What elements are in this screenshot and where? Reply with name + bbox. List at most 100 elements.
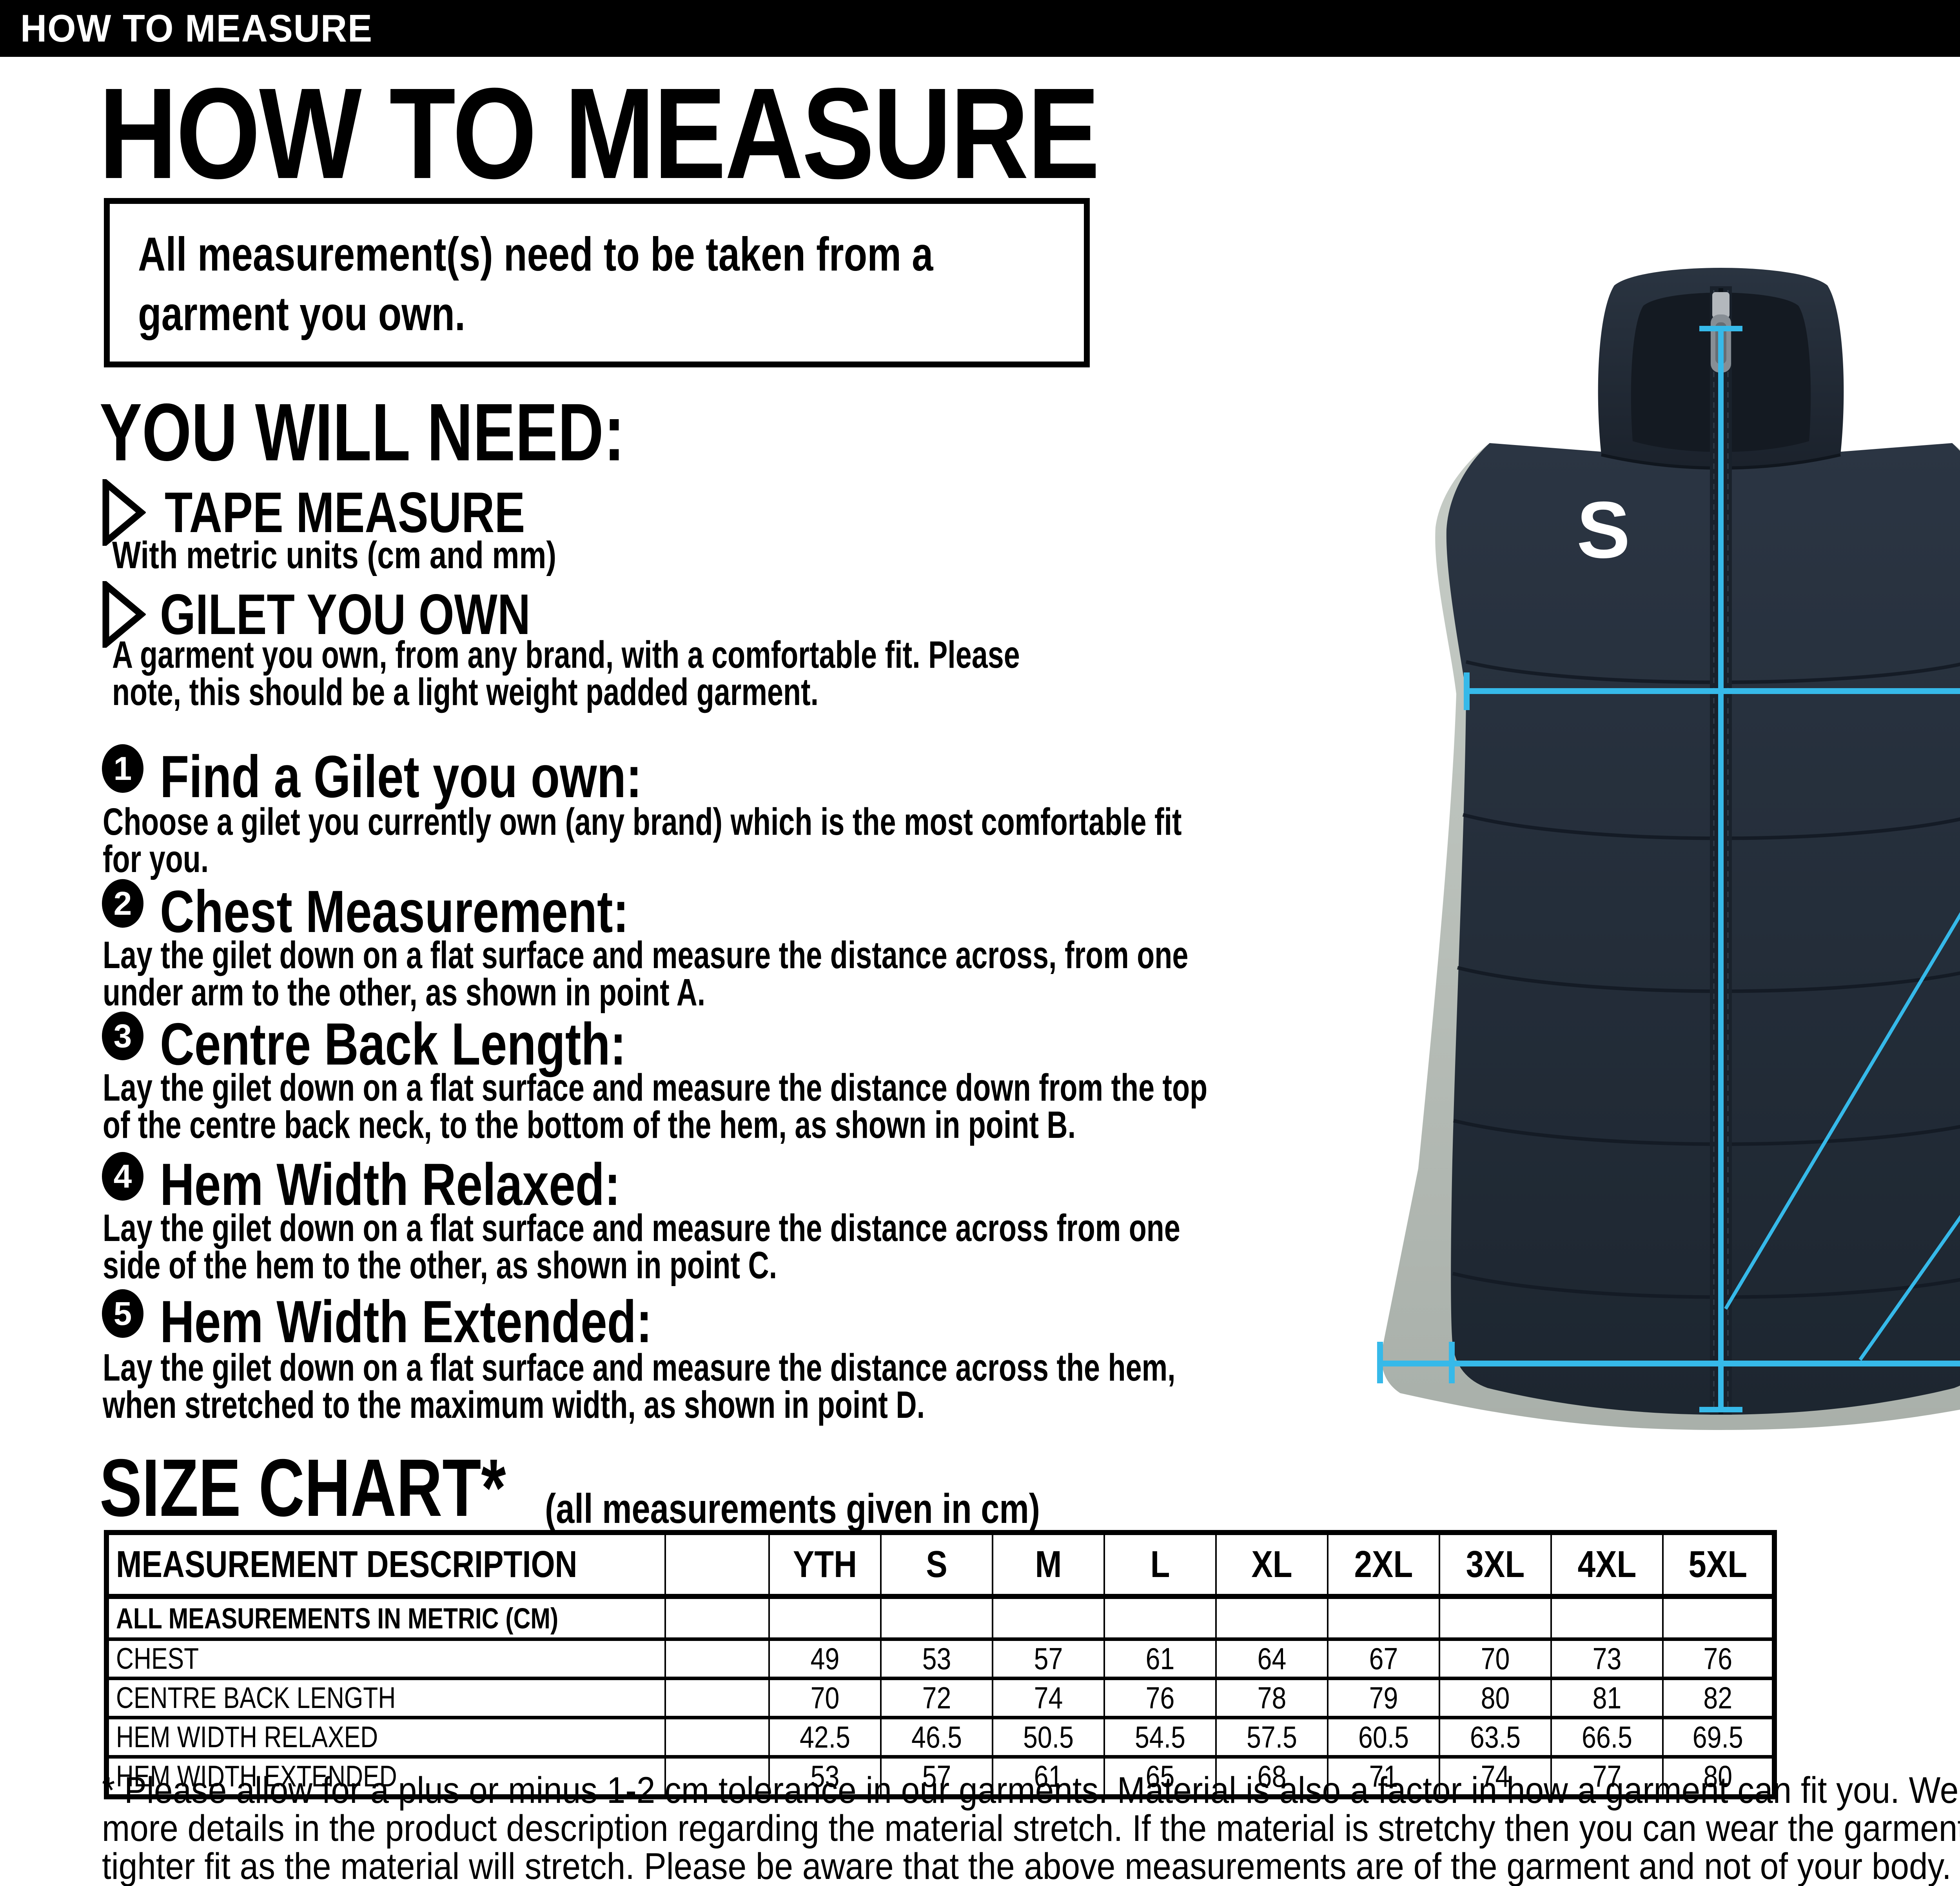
cell-value: 82: [1703, 1681, 1732, 1715]
step-2-line-2: under arm to the other, as shown in poin…: [103, 971, 706, 1014]
step-2-line-1: Lay the gilet down on a flat surface and…: [103, 934, 1189, 976]
cell-value: 67: [1369, 1641, 1398, 1676]
leader-lines: [1724, 912, 1960, 1361]
cell-value: 76: [1703, 1641, 1732, 1676]
column-header-spacer: [664, 1531, 770, 1599]
cell-value: 80: [1703, 1759, 1732, 1793]
cell-value: 60.5: [1358, 1720, 1409, 1754]
cell-value: 79: [1369, 1681, 1398, 1715]
cell-value: 61: [1145, 1641, 1174, 1676]
step-2-body: Lay the gilet down on a flat surface and…: [103, 936, 1188, 1011]
step-1-number: 1: [102, 744, 143, 793]
row-label: HEM WIDTH EXTENDED: [116, 1760, 397, 1793]
chest-line: [1466, 688, 1960, 694]
cell-value: 64: [1257, 1641, 1286, 1676]
cell-value: 57.5: [1246, 1720, 1297, 1754]
size-chart-subheading: (all measurements given in cm): [545, 1486, 1040, 1532]
row-label: CHEST: [116, 1642, 199, 1675]
centre-back-line: [1718, 329, 1724, 1412]
cell-value: 77: [1592, 1759, 1621, 1793]
cell-value: 46.5: [911, 1720, 962, 1754]
cell-value: 57: [922, 1759, 951, 1793]
cell-value: 54.5: [1134, 1720, 1185, 1754]
size-chart-heading: SIZE CHART*: [100, 1443, 506, 1534]
chest-tick-left: [1464, 672, 1470, 710]
hem-line: [1380, 1361, 1960, 1366]
cell-value: 57: [1034, 1641, 1063, 1676]
table-row-chest: CHEST 49 53 57 61 64 67 70 73 76: [105, 1637, 1775, 1680]
step-3-line-2: of the centre back neck, to the bottom o…: [103, 1103, 1076, 1146]
gilet-body: [1446, 443, 1960, 1415]
cell-value: 66.5: [1581, 1720, 1632, 1754]
step-4-body: Lay the gilet down on a flat surface and…: [103, 1209, 1180, 1284]
table-row-hem-width-extended: HEM WIDTH EXTENDED 53 57 61 65 68 71 74 …: [105, 1755, 1775, 1799]
page-title: HOW TO MEASURE: [99, 61, 1100, 205]
top-bar: HOW TO MEASURE S SURRIDGE: [0, 0, 1960, 57]
table-row-centre-back-length: CENTRE BACK LENGTH 70 72 74 76 78 79 80 …: [105, 1677, 1775, 1719]
footnote: * Please allow for a plus or minus 1-2 c…: [102, 1772, 1960, 1886]
cell-value: 70: [1481, 1641, 1510, 1676]
leader-c: [1858, 1215, 1960, 1361]
step-4-title: Hem Width Relaxed:: [160, 1151, 621, 1218]
cell-value: 74: [1481, 1759, 1510, 1793]
step-2-title: Chest Measurement:: [160, 878, 629, 945]
notice-line-2: garment you own.: [138, 287, 466, 340]
footnote-line-2: more details in the product description …: [102, 1808, 1960, 1849]
step-5-line-2: when stretched to the maximum width, as …: [103, 1383, 925, 1426]
cell-value: 61: [1034, 1759, 1063, 1793]
leader-b: [1724, 912, 1960, 1310]
step-1-title: Find a Gilet you own:: [160, 743, 642, 810]
cell-value: 81: [1592, 1681, 1621, 1715]
step-4-line-2: side of the hem to the other, as shown i…: [103, 1244, 777, 1286]
column-header-description: MEASUREMENT DESCRIPTION: [116, 1543, 577, 1585]
cell-value: 53: [922, 1641, 951, 1676]
cell-value: 50.5: [1023, 1720, 1074, 1754]
column-header-l: L: [1150, 1543, 1170, 1585]
cell-value: 42.5: [799, 1720, 850, 1754]
table-metric-row: ALL MEASUREMENTS IN METRIC (CM): [105, 1595, 1775, 1641]
step-3-title: Centre Back Length:: [160, 1011, 626, 1077]
need-item-gilet: GILET YOU OWN: [160, 582, 531, 646]
step-1-line-1: Choose a gilet you currently own (any br…: [103, 800, 1182, 843]
step-3-number: 3: [102, 1012, 143, 1060]
column-header-4xl: 4XL: [1577, 1543, 1636, 1585]
cell-value: 53: [810, 1759, 839, 1793]
gilet-note-line-2: note, this should be a light weight padd…: [112, 670, 819, 713]
notice-box: All measurement(s) need to be taken from…: [104, 198, 1090, 367]
triangle-bullet-icon: [102, 581, 146, 648]
cell-value: 49: [810, 1641, 839, 1676]
measurement-lines: [1377, 326, 1960, 1412]
centre-back-bottom-cap: [1699, 1407, 1742, 1412]
hem-tick-inner-left: [1449, 1342, 1455, 1383]
footnote-line-1: * Please allow for a plus or minus 1-2 c…: [102, 1770, 1960, 1811]
cell-value: 71: [1369, 1759, 1398, 1793]
gilet-note-line-1: A garment you own, from any brand, with …: [112, 633, 1020, 676]
step-5-line-1: Lay the gilet down on a flat surface and…: [103, 1346, 1176, 1389]
cell-value: 65: [1145, 1759, 1174, 1793]
row-label: HEM WIDTH RELAXED: [116, 1721, 378, 1754]
cell-value: 73: [1592, 1641, 1621, 1676]
column-header-yth: YTH: [793, 1543, 857, 1585]
table-header-row: MEASUREMENT DESCRIPTION YTH S M L XL 2XL…: [105, 1531, 1775, 1599]
column-header-3xl: 3XL: [1466, 1543, 1524, 1585]
need-item-tape-measure: TAPE MEASURE: [165, 480, 525, 544]
cell-value: 68: [1257, 1759, 1286, 1793]
gilet-note: A garment you own, from any brand, with …: [112, 633, 1020, 713]
triangle-bullet-icon: [102, 479, 146, 546]
step-3-line-1: Lay the gilet down on a flat surface and…: [103, 1066, 1208, 1109]
column-header-2xl: 2XL: [1354, 1543, 1413, 1585]
hem-tick-outer-left: [1377, 1342, 1383, 1383]
cell-value: 72: [922, 1681, 951, 1715]
row-label: CENTRE BACK LENGTH: [116, 1681, 396, 1715]
metric-note: ALL MEASUREMENTS IN METRIC (CM): [116, 1602, 559, 1635]
step-2-number: 2: [102, 879, 143, 928]
column-header-s: S: [926, 1543, 947, 1585]
footnote-line-3: tighter fit as the material will stretch…: [102, 1846, 1951, 1886]
gilet-diagram: S A B C D: [1377, 268, 1960, 1430]
cell-value: 80: [1481, 1681, 1510, 1715]
notice-line-1: All measurement(s) need to be taken from…: [138, 227, 933, 281]
tape-measure-note: With metric units (cm and mm): [112, 534, 557, 576]
column-header-m: M: [1035, 1543, 1062, 1585]
cell-value: 76: [1145, 1681, 1174, 1715]
